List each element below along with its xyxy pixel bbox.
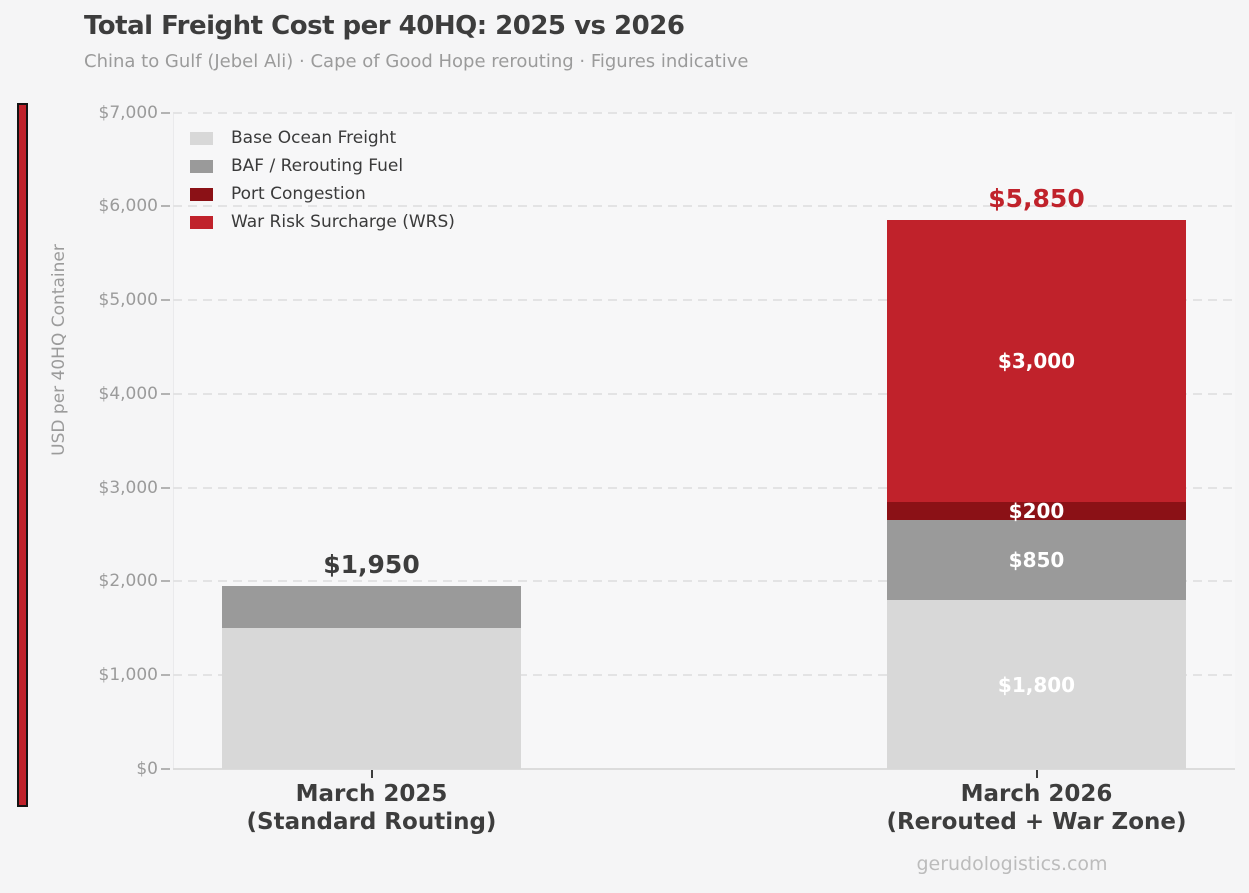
x-category-label-line: March 2025 xyxy=(295,781,448,807)
segment-value-label: $3,000 xyxy=(997,349,1076,374)
segment-value-label: $1,800 xyxy=(997,672,1076,697)
legend: Base Ocean Freight BAF / Rerouting Fuel Po… xyxy=(190,124,455,236)
y-tick-mark xyxy=(161,111,170,114)
y-tick-mark xyxy=(161,674,170,677)
x-category-label-line: (Rerouted + War Zone) xyxy=(886,809,1187,835)
x-category-label-line: (Standard Routing) xyxy=(246,809,497,835)
gridline xyxy=(173,111,1235,114)
bar-total-label: $1,950 xyxy=(323,550,420,580)
gridline xyxy=(173,486,1235,489)
y-tick-label: $0 xyxy=(136,759,158,779)
legend-label: War Risk Surcharge (WRS) xyxy=(231,212,455,232)
y-tick-mark xyxy=(161,299,170,302)
x-tick-mark xyxy=(1035,770,1038,778)
bar-total-label: $5,850 xyxy=(988,184,1085,214)
y-tick-label: $4,000 xyxy=(98,383,158,404)
y-tick-mark xyxy=(161,205,170,208)
bar-segment-port-congestion xyxy=(887,501,1186,521)
legend-label: BAF / Rerouting Fuel xyxy=(231,156,404,176)
y-tick-label: $2,000 xyxy=(98,571,158,592)
y-tick-mark xyxy=(161,486,170,489)
gridline xyxy=(173,205,1235,208)
x-tick-mark xyxy=(370,770,373,778)
x-category-label: March 2025 (Standard Routing) xyxy=(157,780,587,836)
legend-item: Base Ocean Freight xyxy=(190,124,455,152)
legend-swatch-icon xyxy=(190,215,213,229)
y-tick-label: $1,000 xyxy=(98,665,158,686)
segment-value-label: $850 xyxy=(1008,548,1065,573)
legend-swatch-icon xyxy=(190,187,213,201)
chart-subtitle: China to Gulf (Jebel Ali) · Cape of Good… xyxy=(84,51,749,72)
y-tick-label: $6,000 xyxy=(98,196,158,217)
y-tick-mark xyxy=(161,392,170,395)
segment-value-label: $200 xyxy=(1008,499,1065,524)
bar-segment-base-ocean-freight xyxy=(887,600,1186,769)
red-accent-bar xyxy=(17,103,28,807)
gridline xyxy=(173,674,1235,677)
x-category-label: March 2026 (Rerouted + War Zone) xyxy=(822,780,1249,836)
bar-segment-baf-rerouting-fuel xyxy=(222,586,521,629)
legend-label: Base Ocean Freight xyxy=(231,128,397,148)
legend-swatch-icon xyxy=(190,131,213,145)
y-tick-mark xyxy=(161,768,170,770)
gridline xyxy=(173,392,1235,395)
legend-label: Port Congestion xyxy=(231,184,366,204)
y-tick-label: $7,000 xyxy=(98,102,158,123)
chart-title: Total Freight Cost per 40HQ: 2025 vs 202… xyxy=(84,11,685,41)
y-tick-label: $3,000 xyxy=(98,477,158,498)
y-tick-mark xyxy=(161,580,170,583)
gridline xyxy=(173,580,1235,583)
legend-item: Port Congestion xyxy=(190,180,455,208)
bar-segment-baf-rerouting-fuel xyxy=(887,520,1186,601)
y-tick-label: $5,000 xyxy=(98,290,158,311)
legend-item: War Risk Surcharge (WRS) xyxy=(190,208,455,236)
x-axis-line xyxy=(173,767,1235,770)
watermark: gerudologistics.com xyxy=(916,853,1108,875)
bar-segment-war-risk-surcharge-wrs- xyxy=(887,220,1186,502)
legend-item: BAF / Rerouting Fuel xyxy=(190,152,455,180)
bar-segment-base-ocean-freight xyxy=(222,628,521,769)
x-category-label-line: March 2026 xyxy=(960,781,1113,807)
legend-swatch-icon xyxy=(190,159,213,173)
gridline xyxy=(173,299,1235,302)
